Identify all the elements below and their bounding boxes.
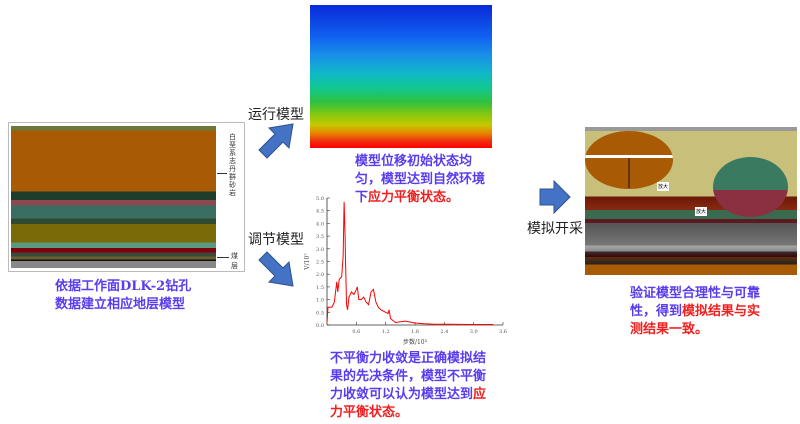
unbalanced-force-chart: 0.0 0.5 1.0 1.5 2.0 2.5 3.0 3.5 4.0 4.5 5.0 0.6 1.2 1…: [304, 196, 507, 345]
arrow-right-icon: [539, 180, 571, 214]
x-tick-label: 2.4: [440, 329, 448, 335]
x-tick-label: 0.6: [352, 329, 360, 335]
series-line: [326, 201, 494, 325]
y-tick-label: 3.5: [316, 234, 324, 240]
y-tick-label: 3.0: [316, 247, 324, 253]
y-tick-label: 1.5: [316, 285, 324, 291]
zoom-circle-right: [713, 157, 788, 217]
zoom-circle-top: [585, 131, 673, 189]
x-tick-label: 1.2: [382, 329, 390, 335]
strata-model-caption: 依据工作面DLK-2钻孔 数据建立相应地层模型: [55, 279, 192, 312]
y-axis-label: V/10⁷: [304, 253, 311, 271]
initial-state-caption: 模型位移初始状态均匀，模型达到自然环境下应力平衡状态。: [355, 154, 486, 205]
y-tick-label: 4.0: [316, 221, 324, 227]
validation-caption: 验证模型合理性与可靠性，得到模拟结果与实测结果一致。: [630, 286, 761, 337]
x-tick-label: 1.8: [411, 329, 419, 335]
layer-label-coal: 煤层: [231, 252, 238, 270]
y-tick-label: 1.0: [316, 298, 324, 304]
y-tick-label: 0.0: [316, 323, 324, 329]
zoom-label-2: 放大: [695, 207, 708, 216]
adjust-model-label: 调节模型: [248, 232, 304, 248]
arrow-down-right-icon: [258, 251, 294, 287]
strata-model-image: 白垩系志丹群砂岩 煤层: [8, 122, 245, 272]
simulate-mining-label: 模拟开采: [527, 221, 583, 237]
x-axis-label: 步数/10³: [403, 338, 428, 345]
y-tick-label: 4.5: [316, 209, 324, 215]
x-tick-label: 3.6: [499, 329, 507, 335]
layer-label-sandstone: 白垩系志丹群砂岩: [229, 133, 236, 197]
x-tick-label: 3.0: [470, 329, 478, 335]
y-tick-label: 5.0: [316, 196, 324, 202]
arrow-up-right-icon: [258, 123, 294, 159]
run-model-label: 运行模型: [248, 107, 304, 123]
y-tick-label: 0.5: [316, 310, 324, 316]
y-tick-label: 2.0: [316, 272, 324, 278]
displacement-contour-image: [310, 5, 492, 148]
convergence-caption: 不平衡力收敛是正确模拟结果的先决条件，模型不平衡力收敛可以认为模型达到应力平衡状…: [330, 351, 487, 420]
mining-simulation-image: 放大 放大: [585, 127, 797, 275]
zoom-label-1: 放大: [657, 182, 670, 191]
y-tick-label: 2.5: [316, 260, 324, 266]
